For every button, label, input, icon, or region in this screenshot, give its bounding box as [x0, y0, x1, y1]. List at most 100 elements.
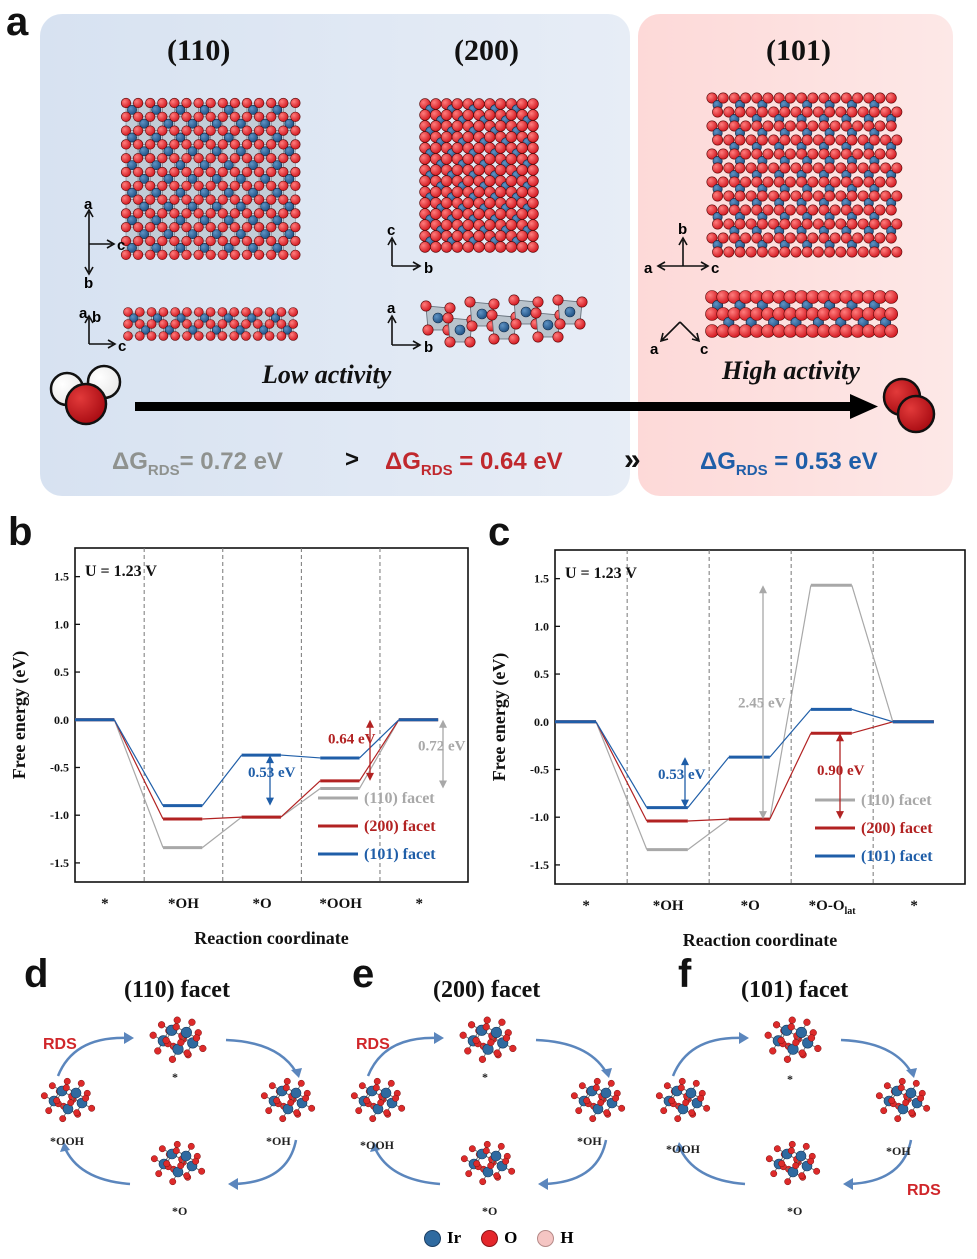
oxygen-atom — [279, 1115, 287, 1123]
oxygen-atom — [807, 1157, 815, 1165]
oxygen-atom — [703, 1104, 711, 1112]
o-legend-icon — [481, 1229, 499, 1247]
axis-label-200s-a: a — [387, 300, 396, 317]
oxygen-atom — [172, 1147, 180, 1155]
oxygen-atom — [133, 153, 144, 164]
iridium-atom — [260, 146, 271, 157]
oxygen-atom — [829, 148, 841, 160]
axes-200-side — [387, 314, 422, 350]
oxygen-atom — [120, 125, 132, 136]
oxygen-atom — [205, 208, 216, 219]
oxygen-atom — [863, 176, 875, 188]
energy-connector — [280, 787, 321, 818]
oxygen-atom — [169, 139, 180, 150]
oxygen-atom — [350, 1092, 358, 1100]
oxygen-atom — [796, 204, 808, 216]
oxygen-atom — [734, 218, 746, 230]
oxygen-atom — [898, 1077, 906, 1085]
oxygen-atom — [505, 153, 518, 165]
oxygen-atom — [157, 194, 168, 205]
oxygen-atom — [133, 125, 144, 136]
oxygen-atom — [172, 1023, 180, 1031]
energy-connector — [201, 754, 243, 807]
oxygen-molecule — [882, 377, 936, 434]
oxygen-atom — [169, 249, 180, 260]
oxygen-atom — [734, 246, 746, 258]
iridium-atom — [272, 187, 283, 198]
oxygen-atom — [712, 134, 724, 146]
oxygen-atom — [812, 190, 824, 202]
y-tick-label: -0.5 — [50, 760, 69, 774]
oxygen-atom — [145, 139, 156, 150]
iridium-atom — [199, 132, 210, 143]
iridium-atom — [223, 313, 233, 323]
oxygen-atom — [133, 166, 144, 178]
oxygen-atom — [241, 180, 253, 191]
gap-label-110: 0.72 eV — [418, 738, 466, 754]
oxygen-atom — [723, 106, 735, 118]
oxygen-atom — [807, 1034, 816, 1042]
iridium-atom — [180, 1150, 192, 1162]
axes-200-top — [387, 236, 422, 271]
oxygen-atom — [205, 307, 216, 317]
oxygen-atom — [527, 230, 539, 242]
oxygen-atom — [784, 232, 796, 244]
oxygen-atom — [157, 153, 168, 164]
oxygen-atom — [53, 1097, 61, 1105]
oxygen-atom — [863, 120, 875, 132]
adsorbate-cluster — [40, 1077, 96, 1123]
oxygen-atom — [912, 1079, 920, 1087]
oxygen-atom — [120, 194, 132, 205]
axis-label-110s-b: b — [92, 309, 101, 326]
oxygen-atom — [857, 190, 869, 202]
y-tick-label: 0.0 — [54, 713, 69, 727]
gap-arrowhead — [366, 719, 374, 728]
oxygen-atom — [740, 176, 752, 188]
oxygen-atom — [812, 218, 824, 230]
oxygen-atom — [756, 134, 768, 146]
cycle-arrowhead — [124, 1032, 134, 1044]
oxygen-atom — [796, 232, 808, 244]
oxygen-atom — [290, 125, 301, 136]
energy-connector — [202, 816, 242, 820]
oxygen-atom — [840, 204, 852, 216]
oxygen-atom — [440, 109, 453, 121]
oxygen-atom — [252, 331, 263, 341]
oxygen-atom — [451, 230, 464, 242]
oxygen-atom — [205, 194, 216, 205]
iridium-atom — [141, 325, 151, 335]
oxygen-atom — [505, 131, 518, 143]
oxygen-atom — [183, 1049, 191, 1057]
oxygen-atom — [422, 324, 434, 336]
oxygen-atom — [451, 120, 464, 132]
oxygen-atom — [812, 134, 824, 146]
oxygen-atom — [516, 120, 528, 132]
oxygen-atom — [288, 331, 299, 341]
oxygen-atom — [157, 222, 168, 233]
energy-connector — [851, 721, 894, 734]
iridium-atom — [175, 187, 186, 198]
oxygen-atom — [712, 190, 724, 202]
oxygen-atom — [120, 249, 132, 260]
oxygen-atom — [592, 1084, 600, 1092]
oxygen-atom — [723, 134, 735, 146]
oxygen-atom — [554, 318, 566, 330]
oxygen-atom — [734, 106, 746, 118]
iridium-atom — [199, 105, 210, 115]
oxygen-atom — [801, 190, 813, 202]
oxygen-atom — [798, 1049, 806, 1057]
oxygen-atom — [923, 1104, 931, 1112]
oxygen-atom — [745, 218, 757, 230]
oxygen-atom — [885, 92, 897, 104]
oxygen-atom — [527, 241, 539, 253]
oxygen-atom — [181, 166, 192, 178]
oxygen-atom — [812, 162, 824, 174]
oxygen-atom — [465, 1170, 473, 1178]
oxygen-atom — [157, 180, 168, 191]
oxygen-atom — [229, 208, 240, 219]
oxygen-atom — [266, 222, 277, 233]
oxygen-atom — [241, 111, 253, 122]
oxygen-atom — [897, 1084, 905, 1092]
oxygen-atom — [173, 1016, 181, 1024]
oxygen-atom — [852, 92, 864, 104]
